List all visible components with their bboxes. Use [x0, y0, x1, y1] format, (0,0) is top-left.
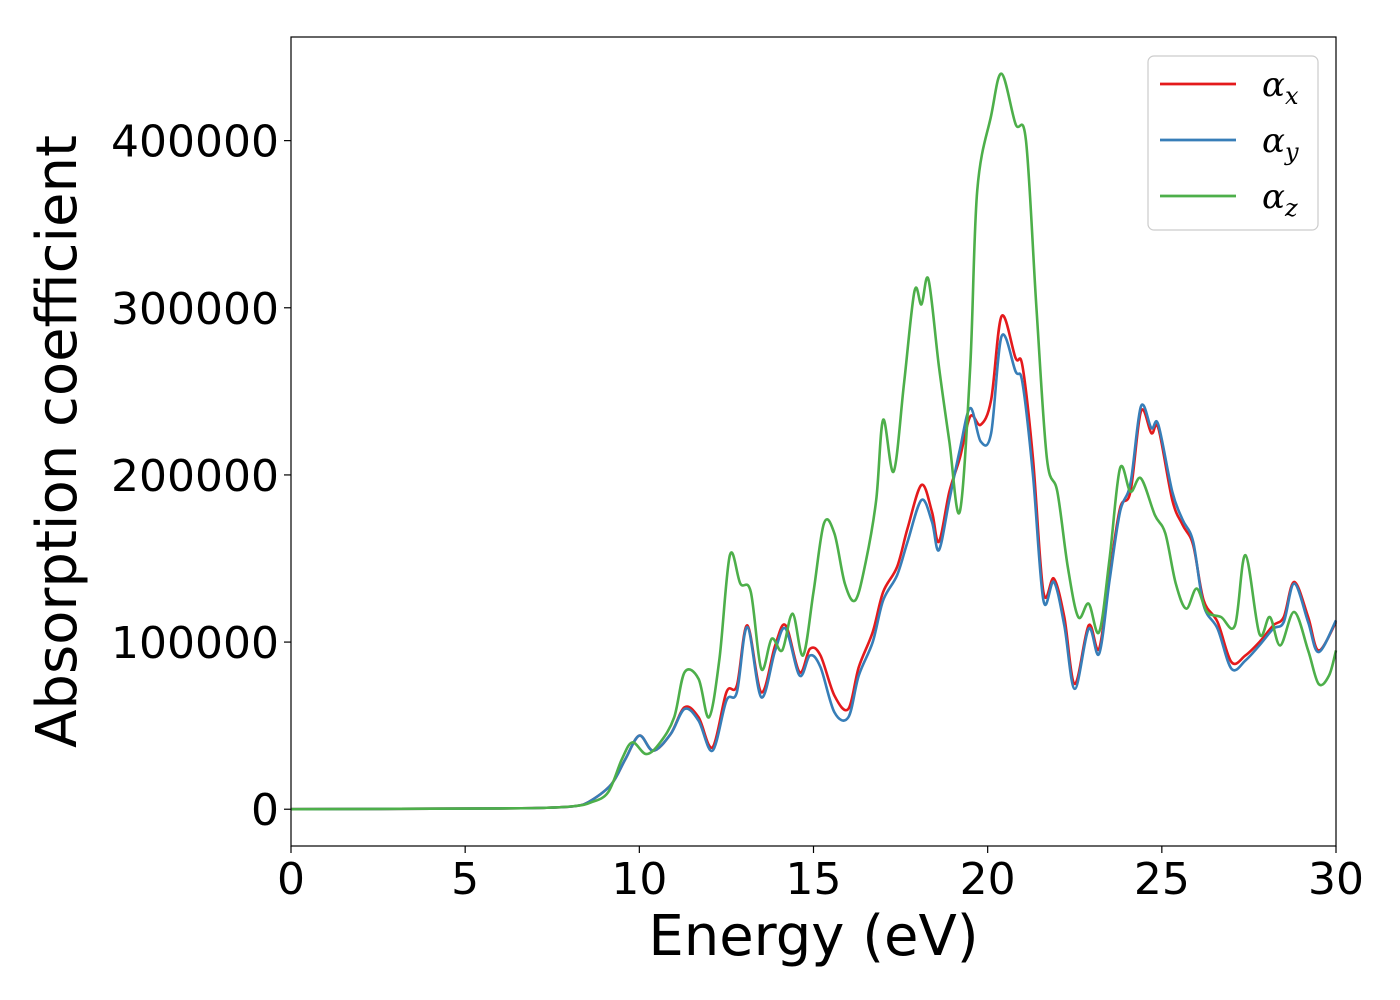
- y-tick-label: 300000: [111, 284, 279, 335]
- x-axis: 0 5 10 15 20 25 30: [277, 846, 1364, 905]
- y-tick-label: 0: [251, 785, 279, 836]
- legend-box: [1147, 55, 1319, 231]
- x-tick-label: 25: [1134, 854, 1190, 905]
- series-line-y: [290, 333, 1338, 811]
- y-tick-label: 400000: [111, 117, 279, 168]
- y-axis: 0 100000 200000 300000 400000: [111, 117, 291, 836]
- legend-label-x: αx: [1262, 65, 1299, 110]
- y-tick-label: 200000: [111, 451, 279, 502]
- series-line-z: [290, 72, 1338, 811]
- x-tick-label: 30: [1308, 854, 1364, 905]
- legend: αx αy αz: [1147, 55, 1319, 231]
- x-tick-label: 0: [277, 854, 305, 905]
- x-tick-label: 10: [611, 854, 667, 905]
- x-axis-title: Energy (eV): [648, 904, 978, 969]
- series-layer: [290, 72, 1338, 811]
- legend-label-y: αy: [1262, 121, 1299, 166]
- x-tick-label: 15: [786, 854, 842, 905]
- legend-label-z: αz: [1262, 177, 1298, 222]
- x-tick-label: 20: [960, 854, 1016, 905]
- y-tick-label: 100000: [111, 618, 279, 669]
- series-line-x: [290, 314, 1338, 811]
- y-axis-title: Absorption coefficient: [25, 135, 90, 748]
- x-tick-label: 5: [451, 854, 479, 905]
